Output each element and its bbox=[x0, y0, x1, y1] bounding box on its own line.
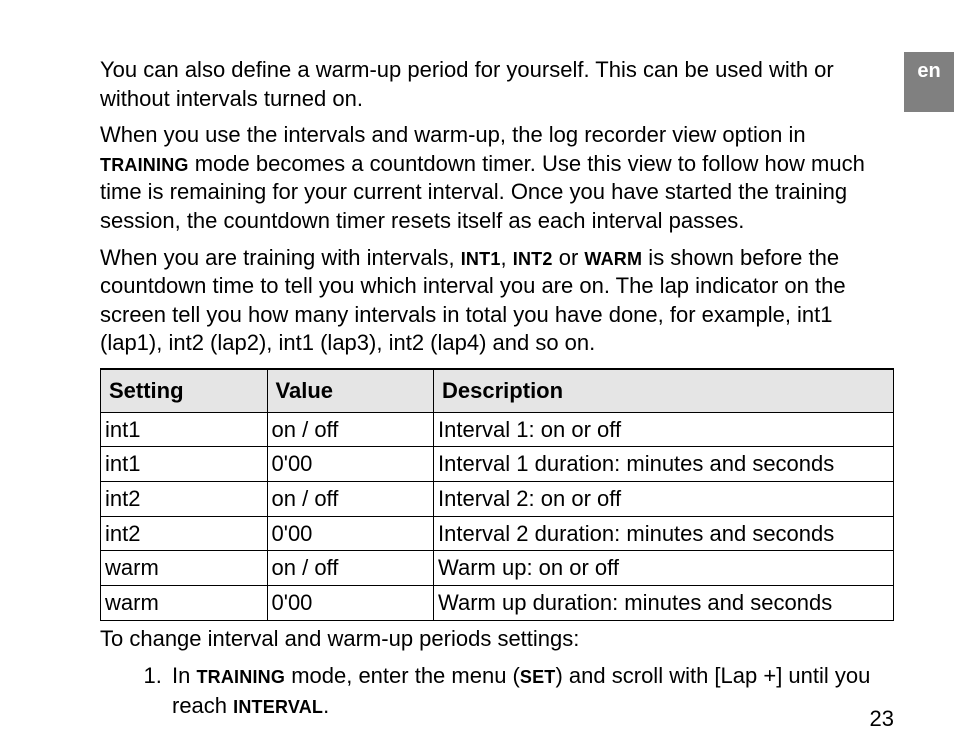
cell-value: 0'00 bbox=[267, 586, 434, 621]
cell-setting: warm bbox=[101, 586, 268, 621]
language-tab: en bbox=[904, 52, 954, 112]
cell-value: on / off bbox=[267, 412, 434, 447]
steps-list: In TRAINING mode, enter the menu (SET) a… bbox=[100, 661, 894, 720]
settings-table: Setting Value Description int1 on / off … bbox=[100, 368, 894, 621]
step1-training: TRAINING bbox=[196, 667, 285, 687]
cell-description: Interval 1 duration: minutes and seconds bbox=[434, 447, 894, 482]
para2-a: When you use the intervals and warm-up, … bbox=[100, 122, 806, 147]
language-tab-label: en bbox=[917, 58, 940, 84]
para3-sep2: or bbox=[553, 245, 585, 270]
step1-set: SET bbox=[520, 667, 556, 687]
paragraph-1: You can also define a warm-up period for… bbox=[100, 56, 894, 113]
para1-text: You can also define a warm-up period for… bbox=[100, 57, 834, 111]
cell-setting: int2 bbox=[101, 516, 268, 551]
cell-value: 0'00 bbox=[267, 516, 434, 551]
cell-value: on / off bbox=[267, 551, 434, 586]
cell-description: Interval 2: on or off bbox=[434, 482, 894, 517]
step1-interval: INTERVAL bbox=[233, 697, 323, 717]
document-page: en You can also define a warm-up period … bbox=[0, 0, 954, 756]
training-mode-label: TRAINING bbox=[100, 155, 189, 175]
step1-d: . bbox=[323, 693, 329, 718]
table-row: int2 on / off Interval 2: on or off bbox=[101, 482, 894, 517]
para3-sep1: , bbox=[501, 245, 513, 270]
page-number: 23 bbox=[870, 705, 894, 734]
cell-value: on / off bbox=[267, 482, 434, 517]
cell-setting: int2 bbox=[101, 482, 268, 517]
step1-b: mode, enter the menu ( bbox=[285, 663, 520, 688]
paragraph-2: When you use the intervals and warm-up, … bbox=[100, 121, 894, 235]
int2-label: INT2 bbox=[513, 249, 553, 269]
header-setting: Setting bbox=[101, 369, 268, 412]
warm-label: WARM bbox=[584, 249, 642, 269]
cell-description: Interval 2 duration: minutes and seconds bbox=[434, 516, 894, 551]
para2-b: mode becomes a countdown timer. Use this… bbox=[100, 151, 865, 233]
after-table-text: To change interval and warm-up periods s… bbox=[100, 625, 894, 654]
para3-a: When you are training with intervals, bbox=[100, 245, 461, 270]
cell-description: Interval 1: on or off bbox=[434, 412, 894, 447]
table-row: warm on / off Warm up: on or off bbox=[101, 551, 894, 586]
table-row: int1 on / off Interval 1: on or off bbox=[101, 412, 894, 447]
cell-setting: int1 bbox=[101, 412, 268, 447]
cell-setting: warm bbox=[101, 551, 268, 586]
table-row: int2 0'00 Interval 2 duration: minutes a… bbox=[101, 516, 894, 551]
header-value: Value bbox=[267, 369, 434, 412]
cell-setting: int1 bbox=[101, 447, 268, 482]
step1-a: In bbox=[172, 663, 196, 688]
paragraph-3: When you are training with intervals, IN… bbox=[100, 244, 894, 358]
table-row: int1 0'00 Interval 1 duration: minutes a… bbox=[101, 447, 894, 482]
header-description: Description bbox=[434, 369, 894, 412]
int1-label: INT1 bbox=[461, 249, 501, 269]
cell-value: 0'00 bbox=[267, 447, 434, 482]
cell-description: Warm up duration: minutes and seconds bbox=[434, 586, 894, 621]
step-1: In TRAINING mode, enter the menu (SET) a… bbox=[168, 661, 894, 720]
table-row: warm 0'00 Warm up duration: minutes and … bbox=[101, 586, 894, 621]
cell-description: Warm up: on or off bbox=[434, 551, 894, 586]
table-header-row: Setting Value Description bbox=[101, 369, 894, 412]
